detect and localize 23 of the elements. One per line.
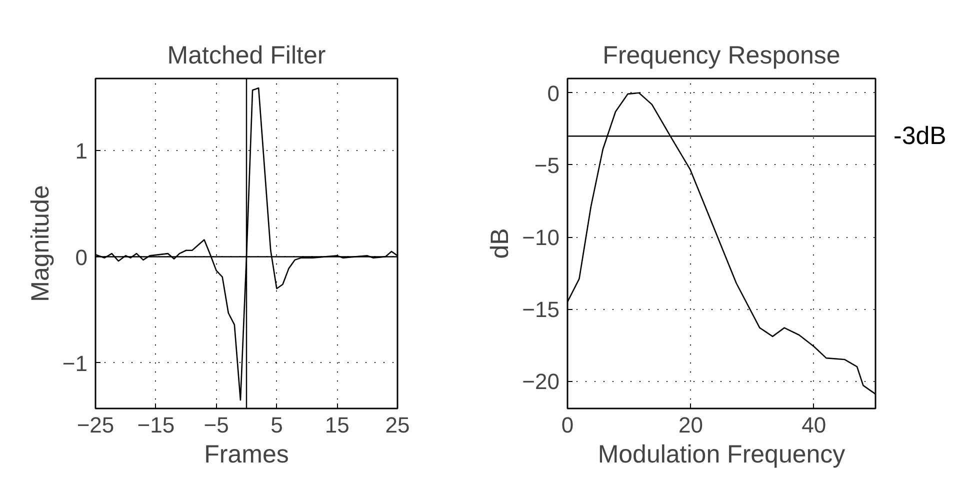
y-tick-label: 1	[75, 138, 88, 164]
x-tick-label: 5	[270, 412, 283, 438]
y-tick-label: −15	[522, 297, 560, 322]
x-tick-label: −15	[137, 412, 175, 438]
y-axis-title: dB	[486, 228, 514, 259]
chart-title: Frequency Response	[602, 42, 840, 70]
y-tick-label: 0	[75, 244, 88, 270]
y-axis-title: Magnitude	[26, 185, 54, 302]
y-tick-label: −20	[522, 369, 560, 394]
x-tick-label: 40	[802, 412, 826, 438]
x-tick-label: −5	[204, 412, 229, 438]
x-tick-label: 20	[678, 412, 703, 438]
y-tick-label: −1	[62, 350, 88, 376]
ref-line-label: -3dB	[894, 122, 946, 150]
y-tick-label: −10	[522, 225, 560, 250]
chart-title: Matched Filter	[167, 42, 326, 70]
x-tick-label: −25	[76, 412, 114, 438]
x-tick-label: 25	[385, 412, 410, 438]
x-tick-label: 15	[324, 412, 350, 438]
x-axis-title: Modulation Frequency	[598, 440, 846, 468]
y-tick-label: 0	[547, 80, 560, 106]
y-tick-label: −5	[534, 152, 560, 178]
x-axis-title: Frames	[204, 440, 289, 468]
